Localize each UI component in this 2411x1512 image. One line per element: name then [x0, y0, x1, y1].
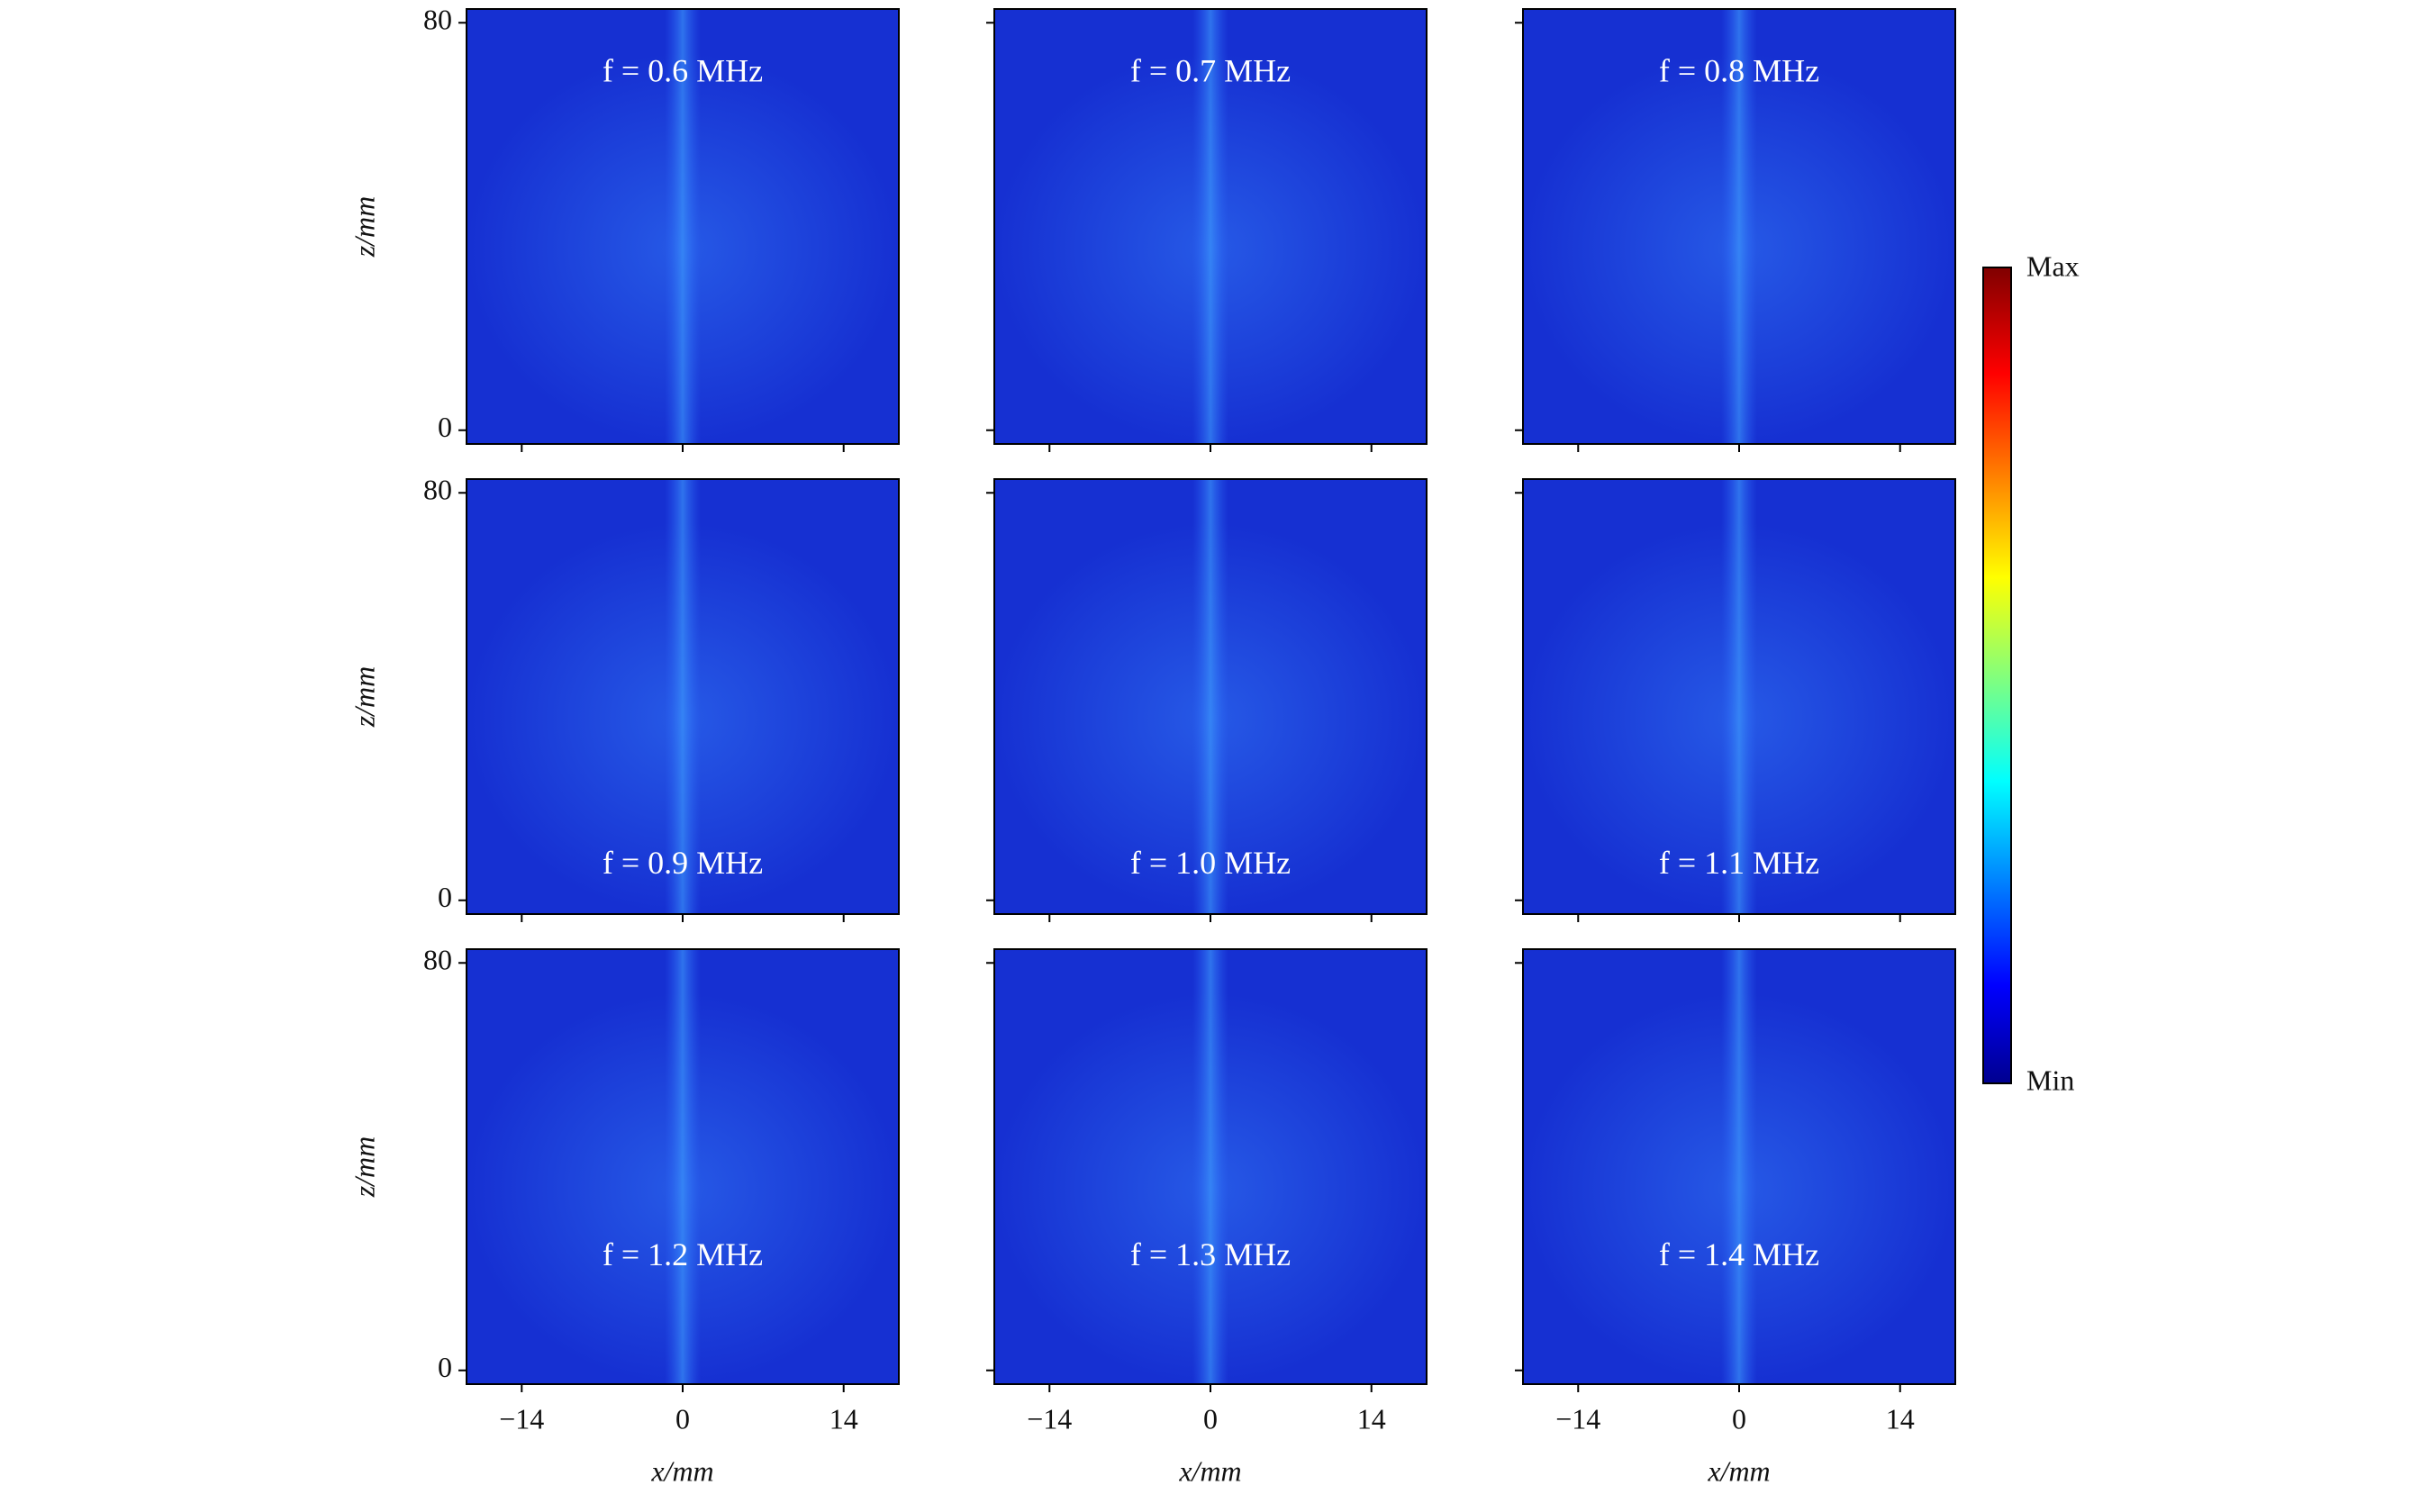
y-tick-label: 80 — [423, 4, 452, 36]
y-axis-label: z/mm — [348, 1136, 380, 1199]
x-tick-label: −14 — [1555, 1402, 1600, 1435]
field-beam — [665, 479, 701, 914]
colorbar-max-label: Max — [2026, 249, 2080, 282]
panel-title: f = 1.4 MHz — [1659, 1236, 1819, 1272]
x-tick-label: 14 — [829, 1402, 858, 1435]
field-beam — [665, 9, 701, 444]
colorbar-min-label: Min — [2026, 1064, 2074, 1096]
panel-title: f = 1.3 MHz — [1130, 1236, 1291, 1272]
field-beam — [1721, 479, 1757, 914]
y-axis-label: z/mm — [348, 196, 380, 258]
panel-title: f = 1.1 MHz — [1659, 845, 1819, 881]
field-beam — [665, 949, 701, 1384]
x-tick-label: 0 — [675, 1402, 690, 1435]
x-tick-label: −14 — [499, 1402, 544, 1435]
y-axis-label: z/mm — [348, 666, 380, 729]
x-tick-label: 0 — [1203, 1402, 1218, 1435]
x-tick-label: 14 — [1886, 1402, 1915, 1435]
y-tick-label: 80 — [423, 474, 452, 506]
panel-title: f = 0.9 MHz — [603, 845, 763, 881]
panel-title: f = 0.8 MHz — [1659, 53, 1819, 89]
y-tick-label: 0 — [438, 411, 452, 443]
x-axis-label: x/mm — [650, 1454, 713, 1487]
field-beam — [1721, 949, 1757, 1384]
x-axis-label: x/mm — [1707, 1454, 1770, 1487]
x-tick-label: 14 — [1357, 1402, 1386, 1435]
y-tick-label: 0 — [438, 881, 452, 913]
field-beam — [1721, 9, 1757, 444]
x-axis-label: x/mm — [1178, 1454, 1241, 1487]
field-beam — [1192, 479, 1228, 914]
x-tick-label: 0 — [1732, 1402, 1746, 1435]
panel-title: f = 0.6 MHz — [603, 53, 763, 89]
y-tick-label: 0 — [438, 1351, 452, 1383]
y-tick-label: 80 — [423, 944, 452, 976]
field-beam — [1192, 949, 1228, 1384]
panel-title: f = 1.0 MHz — [1130, 845, 1291, 881]
colorbar — [1982, 267, 2012, 1084]
x-tick-label: −14 — [1027, 1402, 1072, 1435]
panel-title: f = 0.7 MHz — [1130, 53, 1291, 89]
panel-title: f = 1.2 MHz — [603, 1236, 763, 1272]
field-beam — [1192, 9, 1228, 444]
